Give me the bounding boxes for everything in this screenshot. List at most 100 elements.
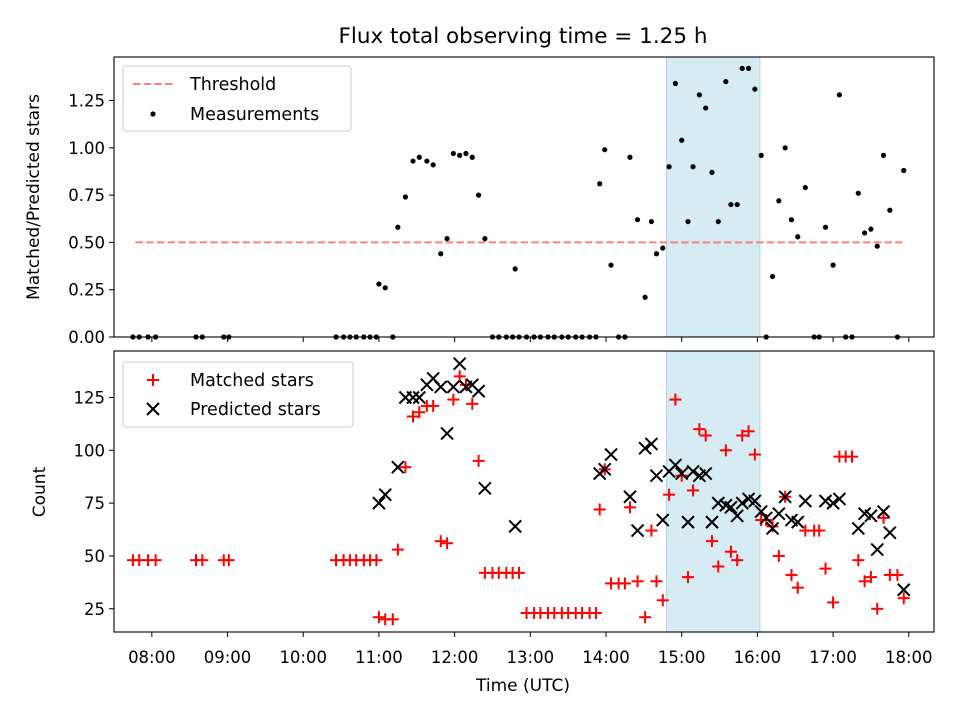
measurement-point (758, 152, 764, 158)
matched-star-point (386, 613, 399, 626)
matched-star-point (656, 594, 669, 607)
matched-star-point (897, 592, 910, 605)
predicted-star-point (598, 462, 612, 477)
predicted-star-point (772, 506, 786, 521)
predicted-star-point (630, 523, 645, 538)
matched-star-point (785, 568, 798, 581)
top-legend: Threshold Measurements (122, 65, 352, 132)
bottom-y-axis: 25 50 75 100 125 (74, 388, 114, 619)
predicted-star-point (681, 515, 695, 529)
predicted-star-point (372, 496, 386, 510)
matched-star-point (623, 501, 636, 514)
predicted-star-point (644, 437, 659, 451)
measurement-point (438, 251, 444, 257)
y-tick-label: 0.75 (68, 186, 105, 205)
matched-star-point (149, 554, 162, 567)
x-tick-label: 11:00 (355, 648, 403, 667)
y-tick-label: 25 (84, 600, 105, 619)
matched-star-point (699, 429, 712, 442)
measurement-point (830, 262, 836, 268)
matched-star-point (819, 562, 832, 575)
measurement-point (679, 137, 685, 143)
predicted-star-point (434, 380, 448, 394)
x-tick-label: 14:00 (582, 648, 630, 667)
predicted-star-point (748, 494, 762, 508)
predicted-star-point (478, 481, 492, 496)
measurement-point (723, 78, 729, 85)
matched-star-point (453, 370, 466, 383)
y-tick-label: 0.50 (68, 233, 105, 252)
top-highlight-span (666, 56, 761, 338)
predicted-star-point (674, 466, 689, 481)
predicted-star-point (705, 515, 719, 529)
predicted-star-point (406, 390, 420, 405)
measurement-point (469, 154, 475, 160)
matched-star-point (370, 554, 383, 567)
measurement-point (653, 251, 660, 257)
measurement-point (444, 236, 450, 242)
y-tick-label: 100 (74, 441, 106, 460)
matched-star-point (693, 423, 706, 436)
x-tick-label: 15:00 (658, 648, 706, 667)
measurement-point (795, 234, 801, 240)
matched-star-point (748, 448, 761, 461)
predicted-star-point (851, 521, 866, 536)
x-tick-label: 17:00 (809, 648, 857, 667)
matched-star-point (593, 503, 606, 516)
measurement-point (648, 218, 655, 225)
measurement-point (862, 230, 868, 236)
top-y-label: Matched/Predicted stars (24, 94, 44, 300)
matched-star-point (712, 560, 725, 573)
x-tick-label: 13:00 (507, 648, 555, 667)
predicted-star-point (765, 521, 780, 536)
y-tick-label: 1.00 (68, 139, 105, 158)
measurement-point (475, 192, 482, 198)
measurement-point (482, 236, 488, 242)
measurement-point (608, 262, 614, 268)
matched-star-point (724, 545, 737, 558)
predicted-star-point (735, 496, 749, 510)
matched-star-point (827, 596, 840, 609)
measurement-point (463, 150, 469, 157)
matched-star-point (871, 602, 884, 615)
y-tick-label: 125 (74, 388, 106, 407)
measurement-point (776, 198, 782, 204)
predicted-star-point (791, 515, 805, 529)
measurement-point (416, 154, 422, 160)
measurement-point (634, 217, 641, 223)
measurement-point (376, 281, 382, 287)
predicted-star-point (638, 441, 652, 455)
measurement-point (745, 65, 752, 71)
bottom-panel: 25 50 75 100 125 08:00 09:00 10:00 11:00 12:00 13… (30, 350, 935, 696)
matched-star-point (846, 450, 858, 463)
y-tick-label: 1.25 (68, 92, 105, 111)
matched-star-point (512, 566, 525, 579)
measurement-point (703, 105, 709, 111)
matched-star-point (669, 393, 682, 406)
measurement-point (602, 147, 608, 153)
matched-star-point (852, 554, 865, 567)
matched-star-point (705, 535, 718, 548)
matched-star-point (399, 461, 412, 474)
predicted-star-point (864, 509, 878, 523)
matched-star-point (447, 393, 460, 406)
measurement-point (734, 201, 740, 208)
y-tick-label: 75 (84, 494, 105, 513)
matched-star-point (406, 410, 419, 423)
legend-measurements-swatch (150, 111, 156, 117)
predicted-star-point (826, 496, 840, 510)
matched-star-point (675, 469, 688, 482)
measurement-point (382, 285, 388, 291)
predicted-star-point (876, 504, 891, 519)
matched-star-point (736, 429, 749, 442)
matched-star-point (877, 511, 890, 524)
x-tick-label: 08:00 (128, 648, 176, 667)
matched-star-point (731, 554, 744, 567)
measurement-point (855, 190, 861, 196)
predicted-star-point (378, 487, 392, 502)
predicted-star-point (798, 494, 813, 508)
predicted-star-point (759, 511, 773, 525)
top-x-ticks (151, 337, 910, 342)
matched-star-point (858, 575, 871, 588)
